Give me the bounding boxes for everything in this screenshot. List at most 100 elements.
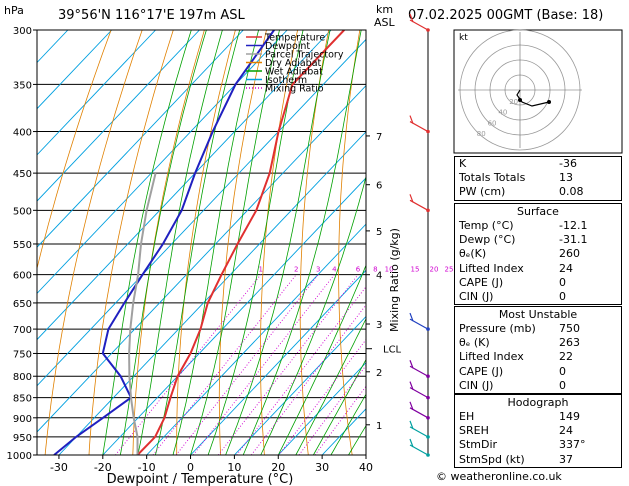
mixing-ratio-label: Mixing Ratio (g/kg) xyxy=(388,228,401,332)
wet-adiabat xyxy=(119,30,207,455)
surface-row: CAPE (J) 0 xyxy=(455,276,621,290)
pressure-tick-label: 650 xyxy=(13,299,32,310)
hodograph-ring-label: 20 xyxy=(509,98,518,106)
hodograph-ring-label: 80 xyxy=(477,130,486,138)
hodograph-stat-value: 24 xyxy=(559,424,573,438)
pressure-tick-label: 600 xyxy=(13,271,32,282)
hodograph-stat-value: 37 xyxy=(559,452,573,466)
pressure-tick-label: 550 xyxy=(13,240,32,251)
most-unstable-value: 0 xyxy=(559,364,566,378)
most-unstable-row: Lifted Index 22 xyxy=(455,350,621,364)
pressure-tick-label: 400 xyxy=(13,128,32,139)
asl-unit: ASL xyxy=(374,16,396,29)
surface-value: 0 xyxy=(559,275,566,289)
index-label: Totals Totals xyxy=(459,171,526,185)
wind-barb-flag xyxy=(409,360,414,369)
hodograph-stat-label: StmSpd (kt) xyxy=(459,452,525,466)
wind-barb-flag xyxy=(409,115,414,124)
index-value: -36 xyxy=(559,157,577,170)
hodograph-stats-title: Hodograph xyxy=(507,396,569,409)
mixing-ratio-tick-label: 1 xyxy=(258,266,262,274)
wet-adiabat xyxy=(295,317,366,455)
isotherm-line xyxy=(37,30,288,295)
x-axis-label: Dewpoint / Temperature (°C) xyxy=(107,472,294,486)
surface-value: 260 xyxy=(559,247,580,261)
mixing-ratio-tick-label: 3 xyxy=(316,266,320,274)
wet-adiabat xyxy=(277,264,366,455)
legend-label: Parcel Trajectory xyxy=(265,50,344,61)
pressure-tick-label: 500 xyxy=(13,206,32,217)
surface-row: Lifted Index 24 xyxy=(455,262,621,276)
mixing-ratio-line xyxy=(236,286,366,455)
most-unstable-row: θₑ (K) 263 xyxy=(455,336,621,350)
series-temperature xyxy=(136,30,345,455)
height-tick-label: 6 xyxy=(376,181,382,192)
plot-area xyxy=(37,30,366,455)
surface-label: Dewp (°C) xyxy=(459,233,516,247)
most-unstable-row: CAPE (J) 0 xyxy=(455,365,621,379)
wind-barb-flag xyxy=(409,381,414,390)
wind-barb-flag xyxy=(409,312,414,322)
wet-adiabat xyxy=(102,30,192,455)
dry-adiabat xyxy=(299,30,330,455)
mixing-ratio-tick-label: 6 xyxy=(356,266,361,274)
dry-adiabat xyxy=(44,30,143,455)
legend-label: Dewpoint xyxy=(265,41,310,52)
storm-motion-dot xyxy=(518,98,522,102)
mixing-ratio-line xyxy=(217,274,359,455)
index-row: Totals Totals 13 xyxy=(455,171,621,185)
datetime-title: 07.02.2025 00GMT (Base: 18) xyxy=(408,8,603,23)
pressure-tick-label: 800 xyxy=(13,372,32,383)
surface-value: -31.1 xyxy=(559,233,588,247)
index-row: K -36 xyxy=(455,157,621,171)
mixing-ratio-tick-label: 15 xyxy=(411,266,420,274)
surface-row: Temp (°C) -12.1 xyxy=(455,219,621,233)
pressure-tick-label: 850 xyxy=(13,394,32,405)
index-label: K xyxy=(459,157,467,170)
dry-adiabat xyxy=(218,30,267,455)
mixing-ratio-tick-label: 4 xyxy=(332,266,337,274)
dry-adiabat xyxy=(132,30,205,455)
lcl-label: LCL xyxy=(383,345,402,356)
height-tick-label: 3 xyxy=(376,320,382,331)
legend-label: Mixing Ratio xyxy=(265,84,324,95)
mixing-ratio-line xyxy=(192,274,335,455)
hodograph-stat-label: StmDir xyxy=(459,438,498,452)
series-dewpoint xyxy=(53,30,275,455)
wind-barb-flag xyxy=(409,438,414,448)
index-row: PW (cm) 0.08 xyxy=(455,185,621,199)
temp-tick-label: -20 xyxy=(94,461,112,474)
surface-label: Temp (°C) xyxy=(459,219,514,232)
most-unstable-title: Most Unstable xyxy=(498,308,578,321)
wet-adiabat xyxy=(225,30,331,455)
wet-adiabat xyxy=(137,30,223,455)
hodograph-unit: kt xyxy=(459,33,468,43)
axes: 1 2 3 4 6 8 10 15 20 2530035040045050055060065070… xyxy=(7,26,454,474)
mixing-ratio-tick-label: 10 xyxy=(385,266,394,274)
pressure-tick-label: 950 xyxy=(13,433,32,444)
pressure-tick-label: 1000 xyxy=(7,451,32,462)
hpa-unit: hPa xyxy=(4,4,24,17)
height-tick-label: 1 xyxy=(376,421,382,432)
mixing-ratio-line xyxy=(152,274,297,455)
hodograph-stat-row: SREH 24 xyxy=(455,424,621,438)
legend-label: Temperature xyxy=(264,33,325,44)
isotherm-line xyxy=(37,30,113,110)
temp-tick-label: 0 xyxy=(187,461,194,474)
hodograph-stat-label: EH xyxy=(459,410,475,423)
isotherm-line xyxy=(37,30,244,248)
hodograph-ring-label: 40 xyxy=(498,109,507,117)
surface-panel: Surface Temp (°C) -12.1 Dewp (°C) -31.1 θₑ(K… xyxy=(454,203,622,306)
pressure-tick-label: 750 xyxy=(13,349,32,360)
wind-level-dot xyxy=(426,435,430,439)
mixing-ratio-tick-label: 2 xyxy=(294,266,298,274)
most-unstable-row: CIN (J) 0 xyxy=(455,379,621,393)
hodograph-stat-row: StmDir 337° xyxy=(455,438,621,452)
most-unstable-value: 0 xyxy=(559,378,566,392)
hodograph-end-dot xyxy=(547,100,551,104)
hodograph-trace xyxy=(516,89,550,107)
wind-level-dot xyxy=(426,208,430,213)
surface-title: Surface xyxy=(517,205,559,218)
index-value: 0.08 xyxy=(559,185,584,199)
wind-barb-flag xyxy=(409,194,414,203)
